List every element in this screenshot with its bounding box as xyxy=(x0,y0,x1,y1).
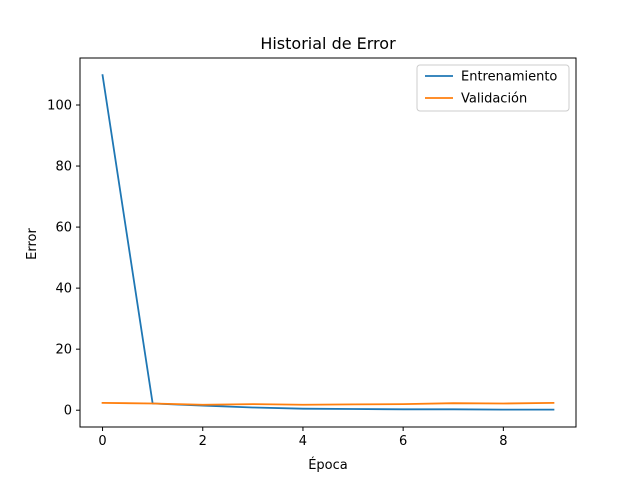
y-tick-label: 60 xyxy=(55,221,72,236)
x-tick-label: 8 xyxy=(499,434,507,449)
x-tick-label: 4 xyxy=(299,434,307,449)
chart-title: Historial de Error xyxy=(260,34,396,53)
y-tick-label: 80 xyxy=(55,160,72,175)
axes-frame xyxy=(79,57,577,428)
y-tick-label: 40 xyxy=(55,282,72,297)
y-tick-label: 0 xyxy=(64,404,72,419)
x-tick-label: 6 xyxy=(399,434,407,449)
series-line-1 xyxy=(101,401,555,406)
y-axis-label: Error xyxy=(25,228,40,260)
legend-box xyxy=(416,64,570,112)
x-tick-label: 2 xyxy=(199,434,207,449)
x-axis-label: Época xyxy=(308,457,348,473)
legend: Entrenamiento Validación xyxy=(416,64,570,112)
y-tick-label: 100 xyxy=(47,99,72,114)
legend-label-0: Entrenamiento xyxy=(461,70,557,85)
y-tick-label: 20 xyxy=(55,343,72,358)
legend-label-1: Validación xyxy=(461,92,527,107)
x-tick-label: 0 xyxy=(98,434,106,449)
